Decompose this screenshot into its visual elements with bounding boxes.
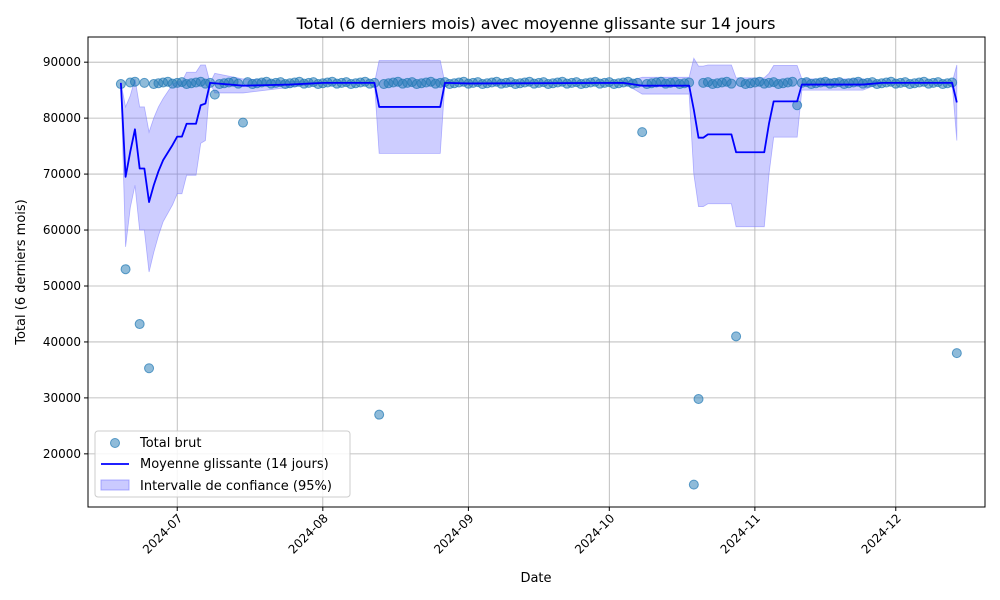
legend-label-band: Intervalle de confiance (95%)	[140, 479, 332, 494]
chart-title: Total (6 derniers mois) avec moyenne gli…	[296, 14, 776, 33]
rolling-mean-line	[119, 81, 958, 203]
data-point	[726, 78, 737, 89]
data-point	[120, 264, 131, 275]
data-point	[209, 89, 220, 100]
legend-label-line: Moyenne glissante (14 jours)	[140, 457, 329, 472]
y-tick-label: 30000	[43, 391, 81, 405]
data-point	[637, 127, 648, 138]
data-point	[129, 76, 140, 87]
y-tick-label: 40000	[43, 335, 81, 349]
data-point	[787, 76, 798, 87]
data-point	[233, 78, 244, 89]
data-point	[374, 409, 385, 420]
data-point	[134, 319, 145, 330]
data-point	[144, 363, 155, 374]
data-point	[139, 77, 150, 88]
y-tick-label: 20000	[43, 447, 81, 461]
x-axis-label: Date	[520, 571, 551, 586]
confidence-band	[120, 57, 958, 273]
y-tick-label: 60000	[43, 223, 81, 237]
legend-box	[94, 430, 351, 498]
data-point	[237, 117, 248, 128]
y-tick-label: 90000	[43, 55, 81, 69]
y-tick-label: 70000	[43, 167, 81, 181]
plot-frame	[87, 36, 986, 508]
data-point	[731, 331, 742, 342]
y-axis-label: Total (6 derniers mois)	[14, 199, 29, 346]
data-point	[688, 479, 699, 490]
confidence-band-layer	[120, 57, 958, 273]
legend-marker-raw	[110, 438, 120, 448]
y-axis-ticks: 20000 30000 40000 50000 60000 70000 80000 90000	[43, 55, 88, 461]
y-tick-label: 50000	[43, 279, 81, 293]
data-point	[951, 348, 962, 359]
y-tick-label: 80000	[43, 111, 81, 125]
legend-marker-band	[100, 479, 130, 491]
rolling-mean-layer	[119, 81, 958, 203]
legend-label-raw: Total brut	[139, 436, 201, 451]
legend: Total brut Moyenne glissante (14 jours) …	[94, 430, 351, 498]
data-point	[693, 394, 704, 405]
grid	[88, 37, 985, 507]
